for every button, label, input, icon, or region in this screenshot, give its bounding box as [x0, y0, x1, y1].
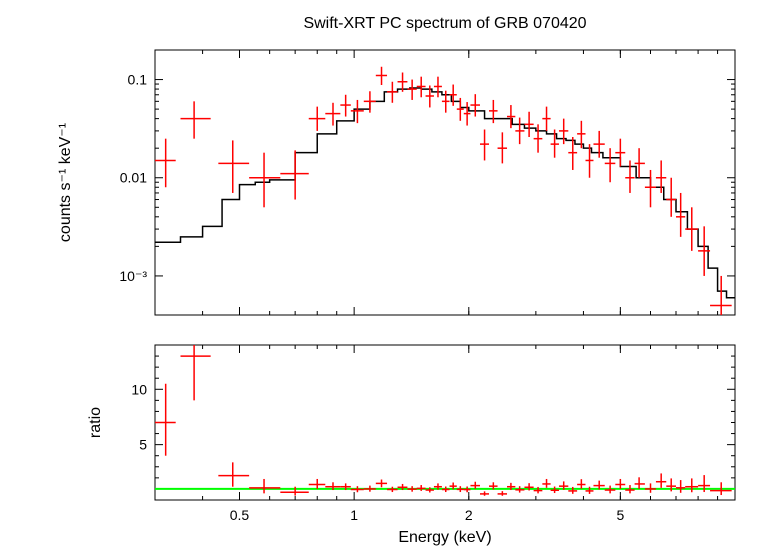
top-panel-frame: [155, 50, 735, 315]
ytick-label-bottom: 5: [139, 437, 147, 453]
bottom-panel-data: [155, 345, 735, 496]
bottom-panel-frame: [155, 345, 735, 500]
xtick-label: 0.5: [230, 507, 250, 523]
ytick-label-bottom: 10: [131, 381, 147, 397]
chart-title: Swift-XRT PC spectrum of GRB 070420: [303, 15, 586, 32]
spectrum-chart: Swift-XRT PC spectrum of GRB 070420 10⁻³ 0…: [0, 0, 758, 556]
xtick-label: 2: [465, 507, 473, 523]
ylabel-bottom: ratio: [87, 407, 104, 438]
chart-svg: Swift-XRT PC spectrum of GRB 070420 10⁻³ 0…: [0, 0, 758, 556]
model-curve: [155, 88, 735, 298]
ylabel-top: counts s⁻¹ keV⁻¹: [57, 123, 74, 242]
ytick-label-top: 0.01: [120, 170, 147, 186]
ytick-label-top: 0.1: [128, 72, 148, 88]
top-panel-data: [155, 67, 735, 328]
xtick-label: 1: [350, 507, 358, 523]
ytick-label-top: 10⁻³: [119, 268, 147, 284]
xtick-label: 5: [616, 507, 624, 523]
xlabel: Energy (keV): [398, 529, 491, 546]
